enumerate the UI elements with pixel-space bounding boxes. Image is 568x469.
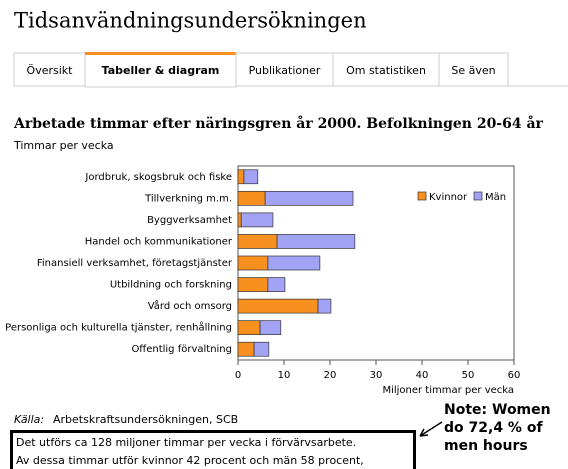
tab[interactable] <box>84 52 237 88</box>
bar-segment <box>237 341 255 357</box>
note-line: do 72,4 % of <box>444 420 543 436</box>
note-arrow <box>419 421 443 437</box>
bar-segment <box>259 320 282 336</box>
y-tick-label: Tillverkning m.m. <box>144 193 232 204</box>
y-tick-label: Jordbruk, skogsbruk och fiske <box>84 172 232 183</box>
summary-line: Det utförs ca 128 miljoner timmar per ve… <box>16 436 356 449</box>
legend-swatch <box>417 191 427 201</box>
y-tick-label: Personliga och kulturella tjänster, renh… <box>5 321 232 334</box>
x-tick-label: 10 <box>278 370 291 381</box>
tab-label[interactable]: Om statistiken <box>346 64 426 77</box>
plot: 0 10 20 30 40 50 60 Jordbruk, skogsbruk och fis… <box>5 169 521 381</box>
bar-segment <box>237 255 269 271</box>
chart-subtitle: Timmar per vecka <box>13 139 114 152</box>
bar-segment <box>276 234 356 249</box>
tab[interactable] <box>438 52 509 87</box>
y-tick-label: Utbildning och forskning <box>110 280 232 291</box>
tab-active-marker <box>85 52 236 55</box>
bar-segment <box>243 169 259 185</box>
bar-segment <box>240 212 274 228</box>
note-line: men hours <box>444 438 528 454</box>
tab-bar: Översikt Tabeller & diagram Publikationer O… <box>13 52 509 88</box>
x-tick-label: 50 <box>462 370 475 381</box>
y-tick-label: Finansiell verksamhet, företagstjänster <box>37 258 233 269</box>
bar-segment <box>237 169 245 185</box>
legend-swatch <box>473 191 483 201</box>
x-tick-label: 20 <box>324 370 337 381</box>
y-tick-label: Byggverksamhet <box>147 215 232 226</box>
x-tick-label: 0 <box>235 370 241 381</box>
x-axis-label: Miljoner timmar per vecka <box>382 385 514 396</box>
source-label: Källa: <box>14 413 44 426</box>
bar-segment <box>237 320 261 336</box>
y-tick-label: Handel och kommunikationer <box>85 236 233 247</box>
bar-segment <box>237 298 319 314</box>
summary-line: Av dessa timmar utför kvinnor 42 procent… <box>16 454 364 467</box>
tab[interactable] <box>235 52 334 87</box>
bar-segment <box>237 212 242 228</box>
note-line: Note: Women <box>444 402 551 418</box>
bar-segment <box>267 255 321 271</box>
tab-label[interactable]: Se även <box>451 64 495 77</box>
tab-label[interactable]: Tabeller & diagram <box>102 64 220 77</box>
x-tick-label: 30 <box>370 370 383 381</box>
chart-title: Arbetade timmar efter näringsgren år 200… <box>13 114 544 132</box>
tab-label[interactable]: Översikt <box>27 64 74 77</box>
summary-box <box>10 430 416 469</box>
y-tick-label: Offentlig förvaltning <box>131 344 232 355</box>
y-tick-label: Vård och omsorg <box>148 299 232 312</box>
legend-label: Män <box>485 192 506 203</box>
tab-label[interactable]: Publikationer <box>249 64 321 77</box>
bar-segment <box>253 341 270 357</box>
x-tick-label: 60 <box>508 370 521 381</box>
page-title: Tidsanvändningsundersökningen <box>14 9 367 33</box>
source-text: Arbetskraftsundersökningen, SCB <box>53 413 238 426</box>
bar-segment <box>317 298 332 314</box>
legend-label: Kvinnor <box>429 192 468 203</box>
bar-segment <box>264 190 354 206</box>
x-tick-label: 40 <box>416 370 429 381</box>
bar-segment <box>237 277 269 292</box>
bar-segment <box>237 234 278 249</box>
bar-segment <box>237 190 266 206</box>
bar-segment <box>267 277 286 292</box>
